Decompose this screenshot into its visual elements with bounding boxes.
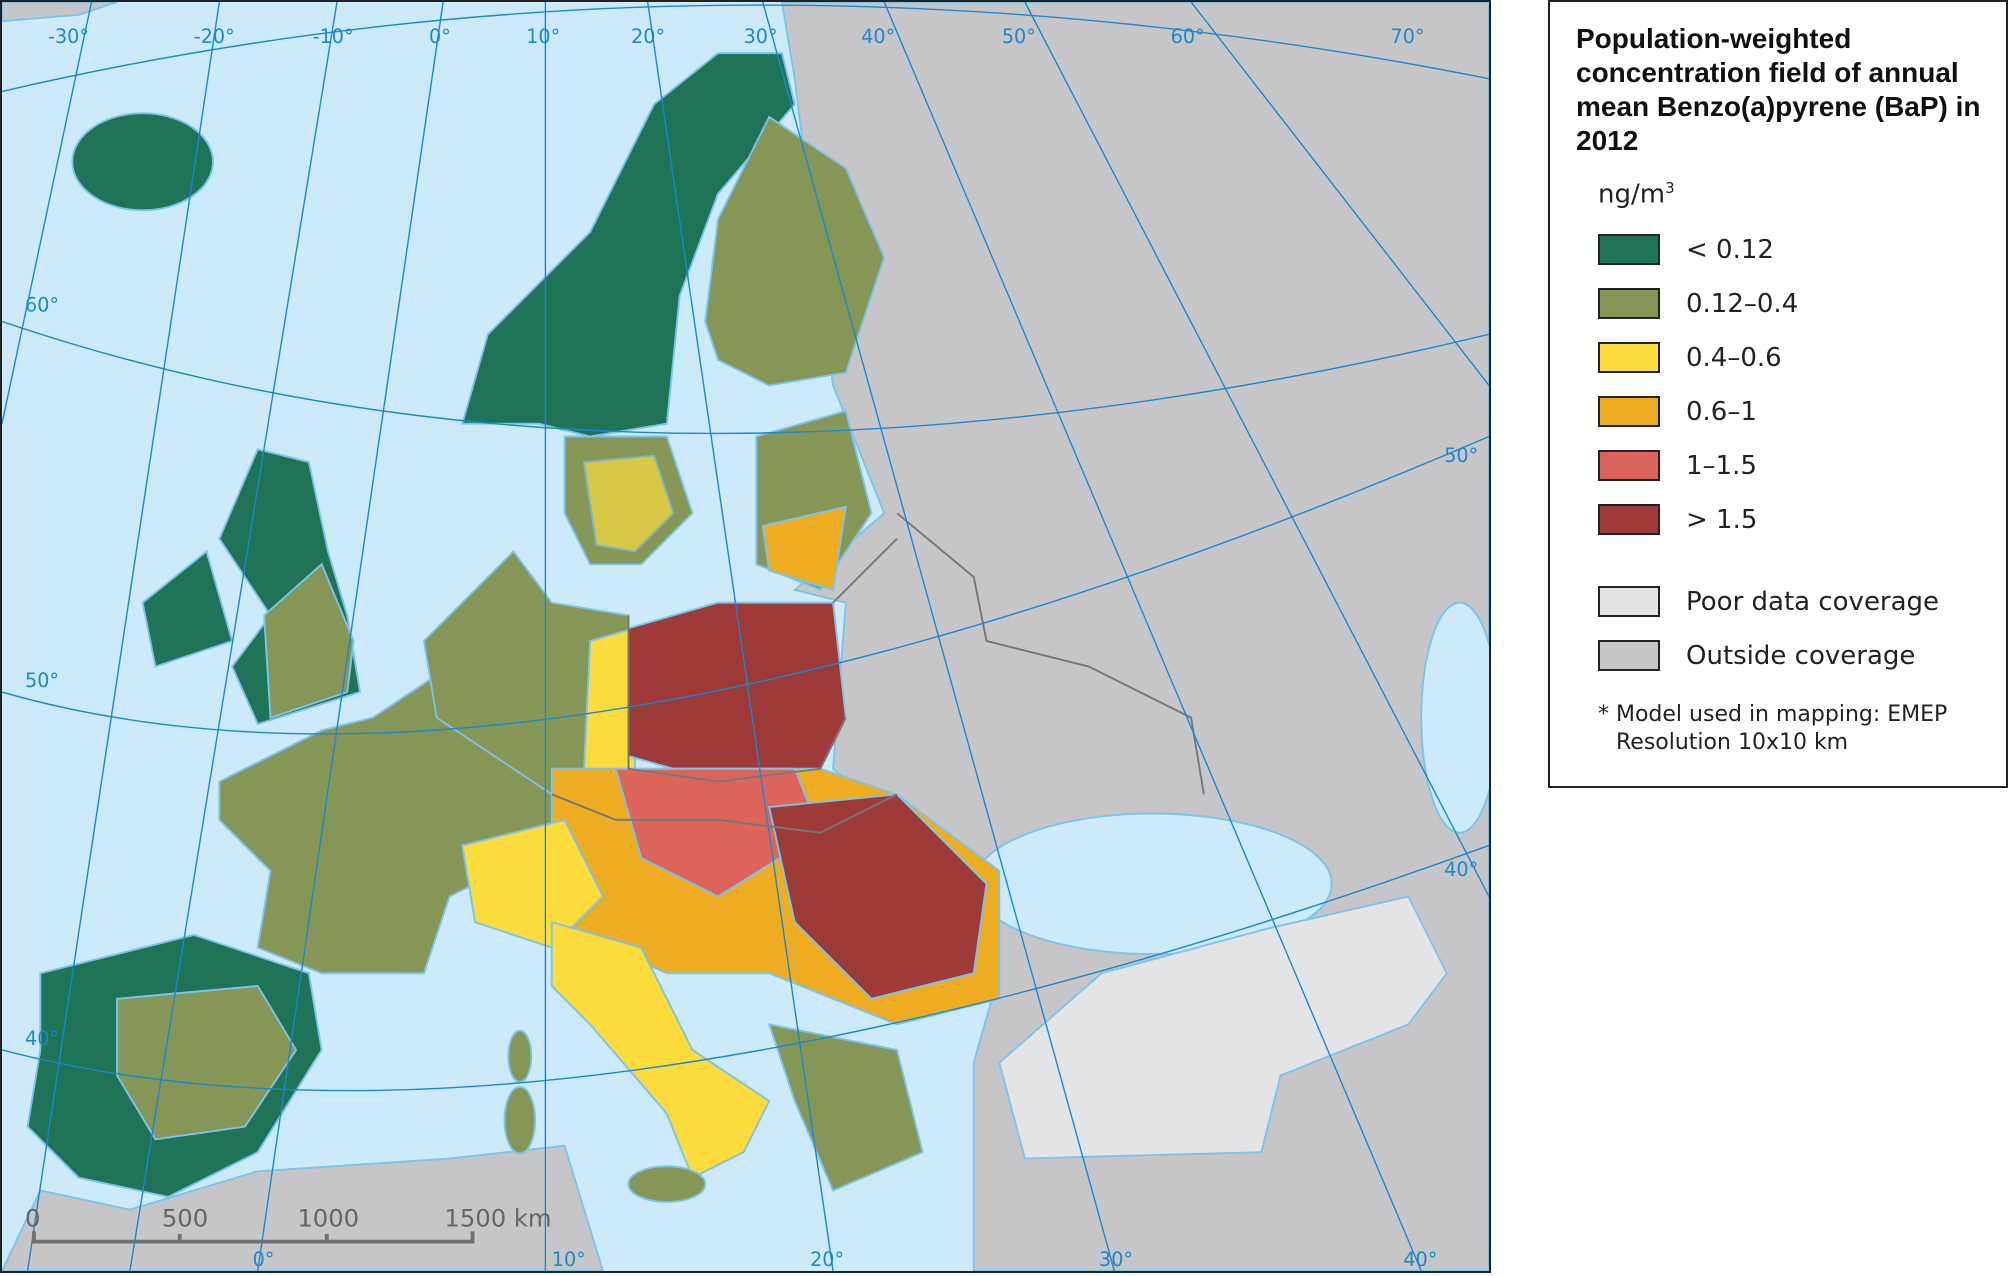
lon-label: 10° bbox=[526, 25, 560, 48]
legend-swatch bbox=[1598, 504, 1660, 536]
lat-label: 40° bbox=[25, 1027, 59, 1050]
scale-label: 1500 km bbox=[444, 1203, 551, 1232]
lat-label: 40° bbox=[1444, 858, 1478, 881]
lon-label: 50° bbox=[1002, 25, 1036, 48]
legend: Population-weighted concentration field … bbox=[1548, 0, 2008, 788]
lon-label: 30° bbox=[1099, 1248, 1133, 1271]
legend-item: Poor data coverage bbox=[1598, 585, 1998, 619]
lon-label: 40° bbox=[1403, 1248, 1437, 1271]
poor-data-coverage-area bbox=[998, 895, 1448, 1160]
legend-label: Poor data coverage bbox=[1686, 586, 1940, 617]
unit-superscript: 3 bbox=[1665, 179, 1675, 197]
legend-swatch bbox=[1598, 342, 1660, 374]
model-note: * Model used in mapping: EMEP Resolution… bbox=[1598, 701, 1998, 757]
legend-item: Outside coverage bbox=[1598, 639, 1998, 673]
legend-label: > 1.5 bbox=[1686, 504, 1758, 535]
graticule bbox=[2, 2, 1489, 1271]
resolution-note-line: Resolution 10x10 km bbox=[1616, 729, 1849, 755]
scale-label: 0 bbox=[25, 1203, 40, 1232]
scale-bar: 0 500 1000 1500 km bbox=[25, 1203, 552, 1244]
concentration-field bbox=[26, 52, 1001, 1203]
legend-swatch bbox=[1598, 640, 1660, 672]
lat-label: 50° bbox=[1444, 444, 1478, 467]
scale-label: 500 bbox=[162, 1203, 208, 1232]
lon-label: 30° bbox=[744, 25, 778, 48]
legend-item: 0.12–0.4 bbox=[1598, 287, 1998, 321]
lon-label: 70° bbox=[1391, 25, 1425, 48]
legend-swatch bbox=[1598, 396, 1660, 428]
map-frame[interactable]: -30° -20° -10° 0° 10° 20° 30° 40° 50° 60… bbox=[0, 0, 1491, 1273]
caspian-sea bbox=[1420, 601, 1489, 834]
lat-label: 60° bbox=[25, 293, 59, 316]
legend-label: Outside coverage bbox=[1686, 640, 1916, 671]
lon-label: 40° bbox=[861, 25, 895, 48]
legend-title: Population-weighted concentration field … bbox=[1576, 23, 1981, 156]
legend-label: < 0.12 bbox=[1686, 234, 1774, 265]
legend-label: 0.4–0.6 bbox=[1686, 342, 1782, 373]
scale-label: 1000 bbox=[297, 1203, 359, 1232]
lon-label: 0° bbox=[429, 25, 451, 48]
legend-label: 1–1.5 bbox=[1686, 450, 1757, 481]
legend-label: 0.12–0.4 bbox=[1686, 288, 1799, 319]
legend-item: > 1.5 bbox=[1598, 503, 1998, 537]
lon-label: 20° bbox=[810, 1248, 844, 1271]
lon-label: -20° bbox=[194, 25, 235, 48]
legend-swatch bbox=[1598, 234, 1660, 266]
lon-label: 60° bbox=[1171, 25, 1205, 48]
lat-label: 50° bbox=[25, 669, 59, 692]
legend-label: 0.6–1 bbox=[1686, 396, 1757, 427]
lon-label: -10° bbox=[313, 25, 354, 48]
legend-item: 0.6–1 bbox=[1598, 395, 1998, 429]
legend-swatch bbox=[1598, 450, 1660, 482]
legend-item: < 0.12 bbox=[1598, 233, 1998, 267]
lon-label: 0° bbox=[253, 1248, 275, 1271]
lon-label: 20° bbox=[631, 25, 665, 48]
unit-text: ng/m bbox=[1598, 179, 1666, 210]
legend-swatch bbox=[1598, 288, 1660, 320]
legend-swatch bbox=[1598, 586, 1660, 618]
lon-label: 10° bbox=[552, 1248, 586, 1271]
graticule-labels: -30° -20° -10° 0° 10° 20° 30° 40° 50° 60… bbox=[25, 25, 1478, 1271]
legend-unit: ng/m3 bbox=[1598, 172, 1998, 211]
legend-item: 0.4–0.6 bbox=[1598, 341, 1998, 375]
model-note-line: * Model used in mapping: EMEP bbox=[1598, 701, 1948, 727]
map-canvas: -30° -20° -10° 0° 10° 20° 30° 40° 50° 60… bbox=[2, 2, 1489, 1271]
legend-item: 1–1.5 bbox=[1598, 449, 1998, 483]
lon-label: -30° bbox=[48, 25, 89, 48]
